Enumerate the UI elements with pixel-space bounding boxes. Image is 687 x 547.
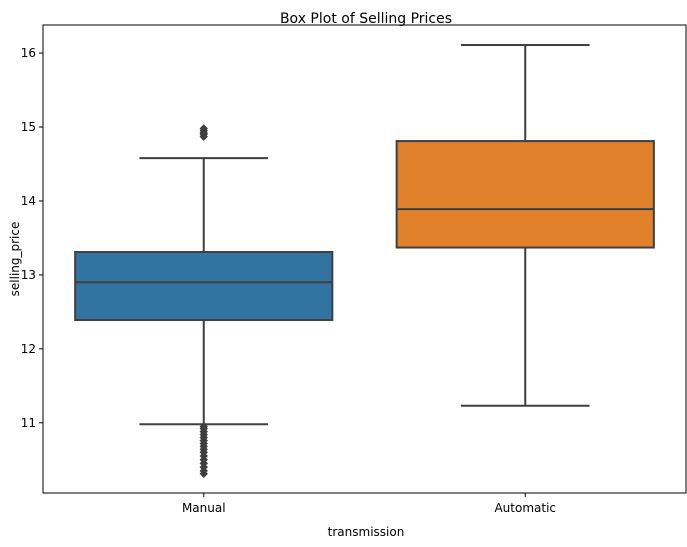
iqr-box xyxy=(395,140,655,249)
box-automatic xyxy=(395,43,655,407)
y-tick-label: 13 xyxy=(21,268,36,282)
x-tick-label: Automatic xyxy=(494,501,556,515)
y-tick-label: 16 xyxy=(21,46,36,60)
boxes-layer xyxy=(74,43,655,478)
chart-title: Box Plot of Selling Prices xyxy=(280,11,452,27)
x-tick-label: Manual xyxy=(182,501,226,515)
y-tick-label: 15 xyxy=(21,120,36,134)
y-tick-label: 12 xyxy=(21,342,36,356)
outlier-point xyxy=(199,469,208,478)
x-axis: Manual Automatic xyxy=(182,493,556,515)
iqr-box xyxy=(74,250,334,321)
plot-area-frame xyxy=(42,24,687,494)
box-manual xyxy=(74,124,334,478)
outlier-point xyxy=(199,124,208,133)
y-tick-label: 11 xyxy=(21,416,36,430)
x-axis-label: transmission xyxy=(328,525,405,539)
y-axis-label: selling_price xyxy=(8,222,22,297)
y-axis: 11 12 13 14 15 16 xyxy=(21,46,43,430)
y-tick-label: 14 xyxy=(21,194,36,208)
